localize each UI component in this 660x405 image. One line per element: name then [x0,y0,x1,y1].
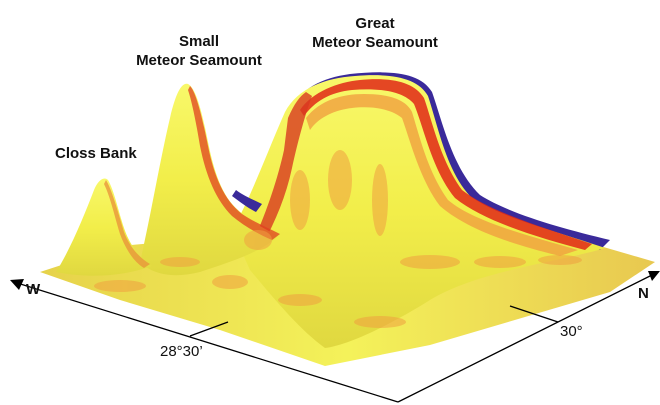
north-arrow-icon [648,271,660,281]
slope-texture [94,150,582,328]
closs-bank-slope [104,180,150,268]
tick-label-latitude: 30° [560,323,583,340]
label-great-meteor-line1: Great [355,15,395,32]
latitude-tick-line [509,305,559,323]
axis-lines [13,271,659,403]
label-small-meteor-line1: Small [178,33,220,50]
great-meteor-west-slope [252,92,312,246]
west-axis-line [13,281,399,403]
small-meteor-body [140,83,278,276]
label-closs-bank: Closs Bank [55,145,137,162]
great-meteor-body [232,75,605,348]
north-axis-line [397,271,659,403]
small-meteor-slope [188,86,280,240]
great-meteor-slope-red [300,79,592,250]
small-meteor-shadow [232,190,262,212]
label-great-meteor-line2: Meteor Seamount [312,34,438,51]
label-small-meteor-line2: Meteor Seamount [136,52,262,69]
label-small-meteor: Small Meteor Seamount [124,32,274,70]
closs-bank-body [56,178,152,276]
axis-label-west: W [26,281,41,298]
great-meteor-slope-orange [306,94,578,256]
tick-label-longitude: 28°30’ [160,343,203,360]
west-arrow-icon [10,279,24,290]
label-great-meteor: Great Meteor Seamount [300,14,450,52]
longitude-tick-line [189,321,229,337]
axis-label-north: N [638,285,649,302]
